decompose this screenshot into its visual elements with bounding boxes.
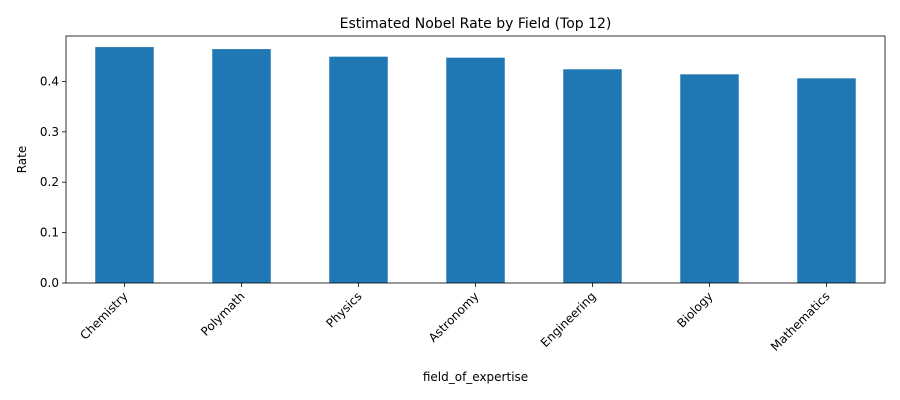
x-tick-label: Astronomy <box>426 289 482 345</box>
bar-chemistry <box>95 47 154 283</box>
y-tick-label: 0.0 <box>40 276 59 290</box>
bar-astronomy <box>446 57 505 284</box>
plot-frame <box>65 35 886 284</box>
bar-polymath <box>212 49 271 283</box>
chart-title: Estimated Nobel Rate by Field (Top 12) <box>340 16 612 32</box>
y-axis-ticks: 0.0 0.1 0.2 0.3 0.4 <box>40 74 66 290</box>
x-tick-label: Chemistry <box>77 289 130 342</box>
bar-engineering <box>563 69 622 284</box>
bar-biology <box>680 74 739 283</box>
x-tick-label: Mathematics <box>768 289 833 354</box>
x-tick-label: Physics <box>323 289 364 330</box>
y-tick-label: 0.3 <box>40 125 59 139</box>
y-tick-label: 0.4 <box>40 74 59 88</box>
x-tick-label: Polymath <box>198 289 247 338</box>
y-tick-label: 0.1 <box>40 226 59 240</box>
x-axis-label: field_of_expertise <box>423 370 528 384</box>
x-tick-label: Biology <box>674 289 715 330</box>
x-axis-ticks: Chemistry Polymath Physics Astronomy Enginee… <box>77 283 833 354</box>
bar-mathematics <box>797 78 856 283</box>
y-tick-label: 0.2 <box>40 175 59 189</box>
bar-physics <box>329 56 388 284</box>
y-axis-label: Rate <box>15 146 29 174</box>
x-tick-label: Engineering <box>538 289 599 350</box>
bars-group <box>95 47 856 284</box>
